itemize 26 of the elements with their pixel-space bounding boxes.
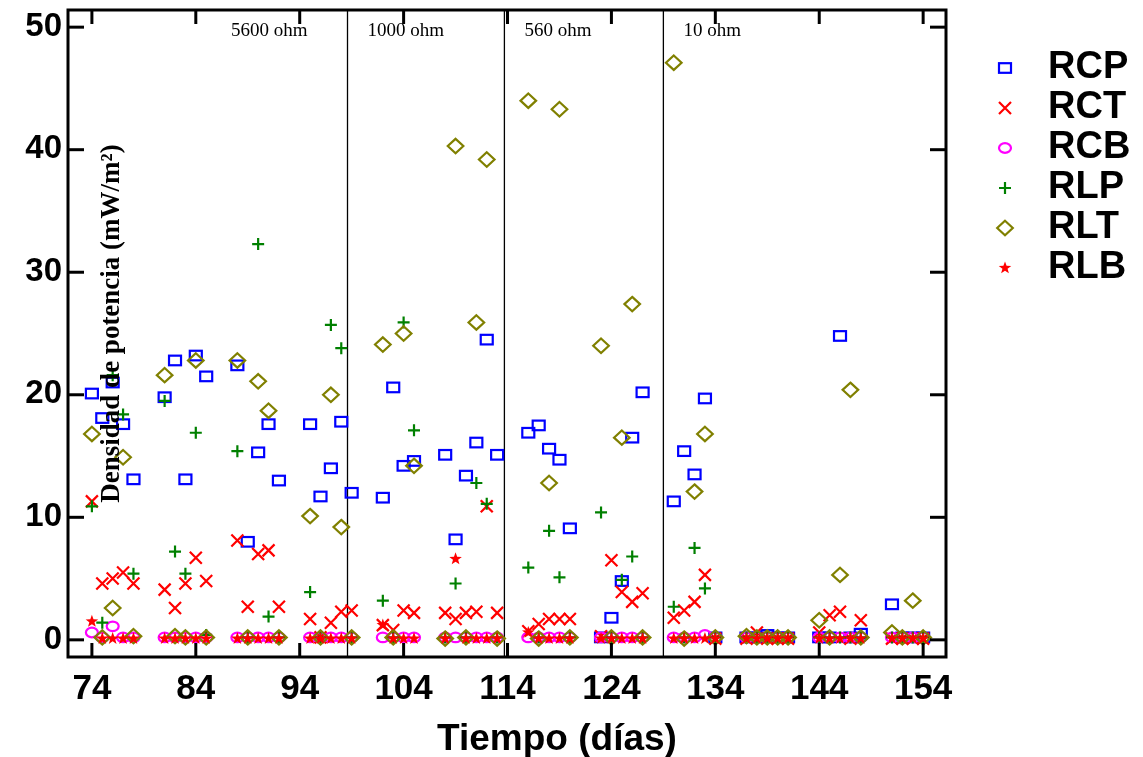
y-tick-label: 10 [25, 496, 62, 534]
y-axis-title: Densidad de potencia (mW/m²) [95, 144, 126, 503]
annotation: 10 ohm [683, 19, 742, 41]
x-tick-label: 144 [790, 667, 849, 706]
x-tick-label: 84 [176, 667, 216, 706]
y-tick-label: 50 [25, 5, 62, 43]
x-tick-label: 74 [72, 667, 112, 706]
x-tick-label: 154 [893, 667, 953, 706]
x-tick-label: 104 [374, 667, 434, 706]
x-tick-label: 124 [582, 667, 642, 706]
annotation: 560 ohm [524, 19, 592, 41]
y-tick-label: 40 [25, 128, 62, 166]
x-tick-label: 134 [686, 667, 746, 706]
y-tick-label: 30 [25, 250, 62, 288]
y-tick-label: 20 [25, 373, 62, 411]
legend-label: RCP [1048, 44, 1129, 87]
legend-label: RLT [1048, 204, 1120, 247]
legend-label: RLB [1048, 244, 1127, 287]
legend-label: RCB [1048, 124, 1131, 167]
annotation: 1000 ohm [367, 19, 445, 41]
legend-label: RCT [1048, 84, 1127, 127]
annotation: 5600 ohm [230, 19, 308, 41]
legend-label: RLP [1048, 164, 1124, 207]
y-tick-label: 0 [43, 618, 62, 656]
x-tick-label: 94 [280, 667, 320, 706]
x-tick-label: 114 [479, 667, 537, 706]
